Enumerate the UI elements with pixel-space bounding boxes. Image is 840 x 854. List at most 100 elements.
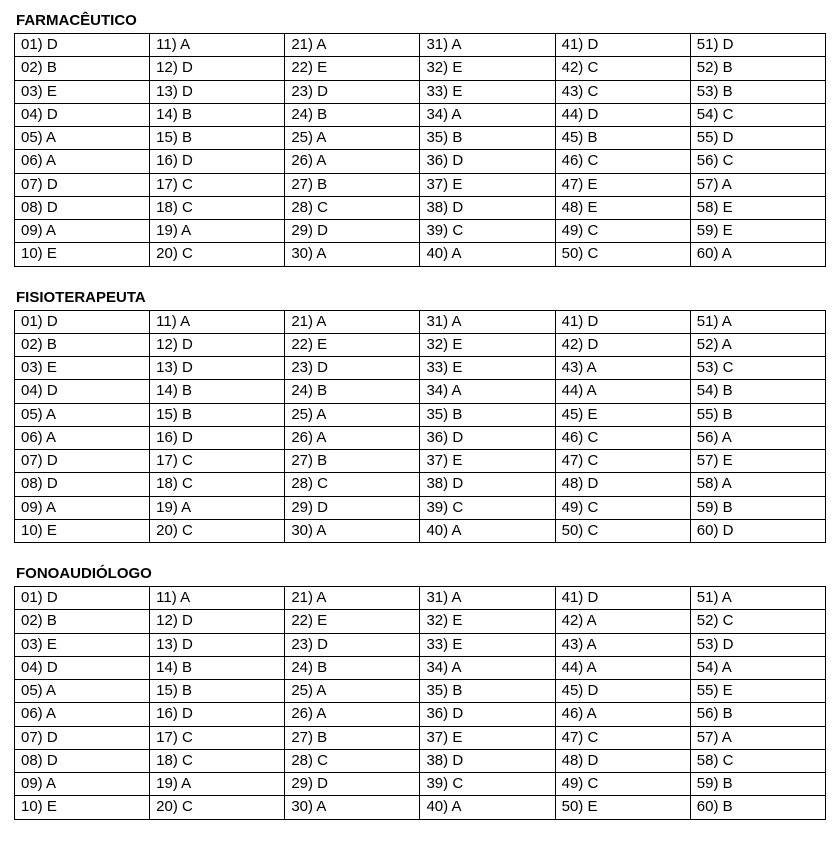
table-row: 05) A15) B25) A35) B45) E55) B <box>15 403 826 426</box>
section-title: FARMACÊUTICO <box>16 12 826 29</box>
table-row: 02) B12) D22) E32) E42) C52) B <box>15 57 826 80</box>
answer-cell: 26) A <box>285 150 420 173</box>
answer-cell: 13) D <box>150 80 285 103</box>
answer-cell: 53) D <box>690 633 825 656</box>
answer-cell: 35) B <box>420 403 555 426</box>
answer-cell: 14) B <box>150 103 285 126</box>
answer-cell: 49) C <box>555 773 690 796</box>
answer-cell: 25) A <box>285 680 420 703</box>
answer-cell: 31) A <box>420 34 555 57</box>
answer-cell: 15) B <box>150 680 285 703</box>
answer-cell: 23) D <box>285 80 420 103</box>
answer-cell: 20) C <box>150 243 285 266</box>
answer-cell: 36) D <box>420 703 555 726</box>
answer-cell: 40) A <box>420 519 555 542</box>
answer-cell: 48) D <box>555 749 690 772</box>
answer-table: 01) D11) A21) A31) A41) D51) D02) B12) D… <box>14 33 826 267</box>
answer-cell: 51) D <box>690 34 825 57</box>
answer-cell: 01) D <box>15 310 150 333</box>
answer-cell: 46) C <box>555 150 690 173</box>
answer-cell: 34) A <box>420 380 555 403</box>
answer-cell: 21) A <box>285 34 420 57</box>
answer-cell: 21) A <box>285 310 420 333</box>
answer-cell: 03) E <box>15 80 150 103</box>
answer-cell: 60) D <box>690 519 825 542</box>
answer-cell: 47) C <box>555 450 690 473</box>
answer-cell: 38) D <box>420 749 555 772</box>
answer-cell: 25) A <box>285 127 420 150</box>
answer-cell: 10) E <box>15 243 150 266</box>
answer-cell: 11) A <box>150 310 285 333</box>
answer-cell: 20) C <box>150 796 285 819</box>
answer-cell: 04) D <box>15 656 150 679</box>
answer-cell: 34) A <box>420 103 555 126</box>
answer-cell: 01) D <box>15 34 150 57</box>
answer-cell: 37) E <box>420 450 555 473</box>
answer-cell: 23) D <box>285 357 420 380</box>
answer-cell: 20) C <box>150 519 285 542</box>
table-row: 01) D11) A21) A31) A41) D51) A <box>15 310 826 333</box>
answer-cell: 33) E <box>420 633 555 656</box>
table-row: 03) E13) D23) D33) E43) A53) D <box>15 633 826 656</box>
answer-cell: 36) D <box>420 426 555 449</box>
answer-cell: 59) B <box>690 496 825 519</box>
answer-cell: 43) C <box>555 80 690 103</box>
answer-cell: 58) E <box>690 196 825 219</box>
answer-cell: 54) A <box>690 656 825 679</box>
answer-cell: 47) C <box>555 726 690 749</box>
answer-cell: 18) C <box>150 473 285 496</box>
answer-cell: 16) D <box>150 150 285 173</box>
answer-cell: 08) D <box>15 196 150 219</box>
answer-cell: 41) D <box>555 310 690 333</box>
answer-cell: 58) C <box>690 749 825 772</box>
answer-cell: 16) D <box>150 703 285 726</box>
section-title: FISIOTERAPEUTA <box>16 289 826 306</box>
answer-cell: 11) A <box>150 34 285 57</box>
answer-cell: 10) E <box>15 519 150 542</box>
table-row: 04) D14) B24) B34) A44) A54) B <box>15 380 826 403</box>
answer-cell: 49) C <box>555 496 690 519</box>
answer-table: 01) D11) A21) A31) A41) D51) A02) B12) D… <box>14 586 826 820</box>
answer-cell: 06) A <box>15 703 150 726</box>
answer-cell: 51) A <box>690 587 825 610</box>
answer-cell: 51) A <box>690 310 825 333</box>
answer-cell: 23) D <box>285 633 420 656</box>
answer-cell: 52) C <box>690 610 825 633</box>
answer-cell: 45) D <box>555 680 690 703</box>
answer-cell: 60) B <box>690 796 825 819</box>
answer-cell: 32) E <box>420 610 555 633</box>
answer-cell: 56) C <box>690 150 825 173</box>
answer-cell: 55) E <box>690 680 825 703</box>
answer-cell: 05) A <box>15 127 150 150</box>
answer-cell: 32) E <box>420 57 555 80</box>
answer-cell: 28) C <box>285 196 420 219</box>
answer-cell: 31) A <box>420 310 555 333</box>
answer-cell: 02) B <box>15 333 150 356</box>
table-row: 10) E20) C30) A40) A50) C60) D <box>15 519 826 542</box>
answer-cell: 13) D <box>150 633 285 656</box>
answer-cell: 17) C <box>150 450 285 473</box>
answer-cell: 37) E <box>420 173 555 196</box>
answer-cell: 56) A <box>690 426 825 449</box>
answer-cell: 57) A <box>690 173 825 196</box>
answer-cell: 52) B <box>690 57 825 80</box>
answer-key-section: FONOAUDIÓLOGO01) D11) A21) A31) A41) D51… <box>14 565 826 820</box>
answer-table: 01) D11) A21) A31) A41) D51) A02) B12) D… <box>14 310 826 544</box>
table-row: 02) B12) D22) E32) E42) D52) A <box>15 333 826 356</box>
table-row: 08) D18) C28) C38) D48) D58) A <box>15 473 826 496</box>
answer-cell: 57) E <box>690 450 825 473</box>
answer-cell: 50) C <box>555 519 690 542</box>
answer-cell: 46) C <box>555 426 690 449</box>
table-row: 06) A16) D26) A36) D46) C56) A <box>15 426 826 449</box>
table-row: 10) E20) C30) A40) A50) C60) A <box>15 243 826 266</box>
answer-cell: 58) A <box>690 473 825 496</box>
answer-cell: 08) D <box>15 473 150 496</box>
answer-cell: 15) B <box>150 127 285 150</box>
answer-cell: 18) C <box>150 749 285 772</box>
answer-cell: 24) B <box>285 656 420 679</box>
answer-cell: 45) B <box>555 127 690 150</box>
answer-cell: 52) A <box>690 333 825 356</box>
answer-cell: 40) A <box>420 243 555 266</box>
answer-cell: 12) D <box>150 57 285 80</box>
answer-cell: 53) C <box>690 357 825 380</box>
